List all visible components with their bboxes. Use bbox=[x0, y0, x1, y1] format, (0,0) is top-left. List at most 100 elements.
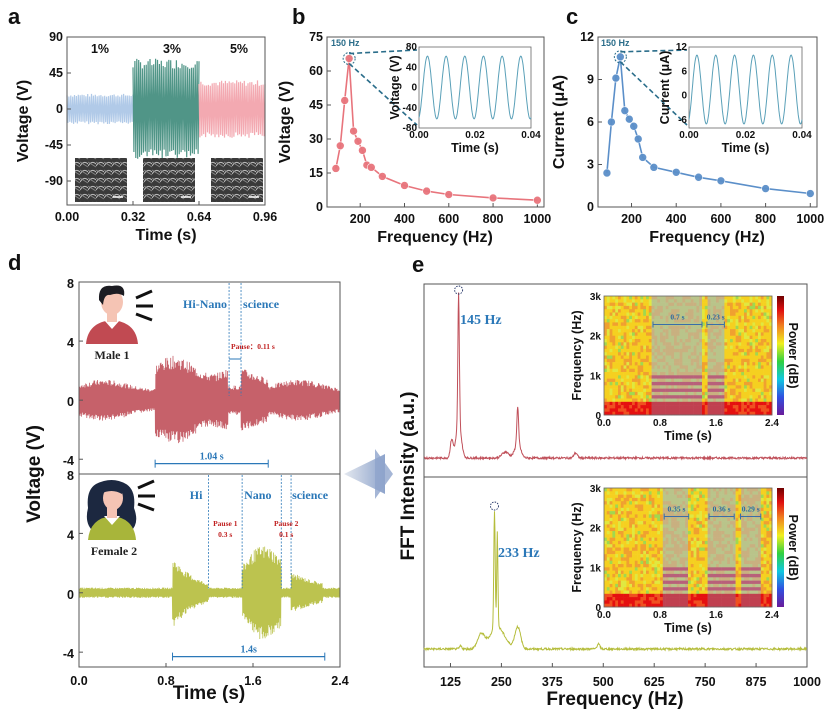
spectrogram-cell bbox=[727, 540, 731, 545]
spectrogram-cell bbox=[746, 362, 750, 366]
spectrogram-cell bbox=[713, 296, 717, 300]
spectrogram-cell bbox=[668, 332, 672, 337]
spectrogram-cell bbox=[721, 547, 725, 552]
spectrogram-cell bbox=[674, 557, 678, 562]
spectrogram-cell bbox=[654, 494, 658, 499]
spectrogram-cell bbox=[716, 600, 720, 605]
spectrogram-cell bbox=[676, 332, 680, 337]
spectrogram-cell bbox=[609, 507, 613, 512]
spectrogram-cell bbox=[727, 339, 731, 343]
spectrogram-cell bbox=[634, 395, 638, 399]
spectrogram-cell bbox=[766, 531, 770, 535]
spectrogram-cell bbox=[626, 398, 630, 403]
spectrogram-cell bbox=[721, 345, 725, 350]
sem-image-2 bbox=[143, 158, 195, 202]
spectrogram-cell bbox=[707, 332, 711, 337]
spectrogram-cell bbox=[668, 355, 672, 360]
spectrogram-cell bbox=[674, 398, 678, 403]
spectrogram-cell bbox=[685, 385, 689, 389]
spectrogram-cell bbox=[760, 514, 764, 519]
spectrogram-cell bbox=[654, 540, 658, 545]
spectrogram-cell bbox=[668, 296, 672, 300]
spectrogram-cell bbox=[640, 504, 644, 509]
spectrogram-cell bbox=[682, 587, 686, 591]
spectrogram-cell bbox=[671, 315, 675, 320]
spectrogram-cell bbox=[620, 339, 624, 343]
spectrogram-cell bbox=[766, 395, 770, 399]
y-tick-label: 75 bbox=[309, 30, 323, 44]
spectrogram-cell bbox=[665, 527, 669, 532]
spectrogram-cell bbox=[749, 524, 753, 529]
spectrogram-cell bbox=[769, 577, 773, 581]
spectrogram-cell bbox=[657, 352, 661, 356]
spectrogram-cell bbox=[716, 554, 720, 558]
spectrogram-cell bbox=[707, 352, 711, 356]
spectrogram-cell bbox=[609, 593, 613, 598]
spectrogram-cell bbox=[618, 385, 622, 389]
spectrogram-cell bbox=[766, 358, 770, 363]
spectrogram-cell bbox=[710, 352, 714, 356]
spectrogram-cell bbox=[713, 312, 717, 317]
spectrogram-cell bbox=[752, 511, 756, 515]
spectrogram-cell bbox=[668, 547, 672, 552]
spectrogram-cell bbox=[732, 305, 736, 310]
spectrogram-cell bbox=[724, 391, 728, 396]
spectrogram-cell bbox=[716, 521, 720, 525]
spectrogram-cell bbox=[679, 527, 683, 532]
spectrogram-cell bbox=[732, 590, 736, 595]
spectrogram-cell bbox=[646, 544, 650, 548]
spectrogram-cell bbox=[637, 368, 641, 373]
spectrogram-cell bbox=[632, 358, 636, 363]
spectrogram-cell bbox=[606, 494, 610, 499]
spectrogram-cell bbox=[623, 577, 627, 581]
inset-y-tick-label: 0 bbox=[681, 91, 687, 102]
spectrogram-cell bbox=[707, 583, 711, 588]
spectrogram-cell bbox=[637, 405, 641, 409]
spectrogram-cell bbox=[679, 358, 683, 363]
spectrogram-cell bbox=[749, 517, 753, 522]
spectrogram-cell bbox=[676, 603, 680, 608]
spectrogram-cell bbox=[760, 348, 764, 353]
spectrogram-cell bbox=[620, 309, 624, 313]
spectrogram-cell bbox=[674, 544, 678, 548]
spectrogram-cell bbox=[660, 557, 664, 562]
spectrogram-cell bbox=[766, 507, 770, 512]
spectrogram-cell bbox=[693, 554, 697, 558]
spectrogram-cell bbox=[741, 597, 745, 601]
spectrogram-cell bbox=[606, 507, 610, 512]
spectrogram-cell bbox=[646, 335, 650, 340]
spectrogram-cell bbox=[746, 391, 750, 396]
data-point bbox=[624, 114, 634, 124]
spectrogram-cell bbox=[660, 345, 664, 350]
spectrogram-cell bbox=[721, 398, 725, 403]
spectrogram-cell bbox=[604, 580, 608, 585]
spectrogram-cell bbox=[693, 391, 697, 396]
spectrogram-cell bbox=[620, 398, 624, 403]
spectrogram-cell bbox=[749, 593, 753, 598]
spectrogram-cell bbox=[730, 322, 734, 327]
spectrogram-cell bbox=[702, 375, 706, 379]
spectrogram-cell bbox=[665, 603, 669, 608]
spectrogram-cell bbox=[640, 388, 644, 393]
spectrogram-cell bbox=[738, 540, 742, 545]
spectrogram-cell bbox=[766, 305, 770, 310]
spectrogram-cell bbox=[727, 557, 731, 562]
spectrogram-cell bbox=[648, 597, 652, 601]
spectrogram-cell bbox=[632, 527, 636, 532]
spectrogram-cell bbox=[643, 342, 647, 346]
spectrogram-cell bbox=[626, 570, 630, 575]
spectrogram-cell bbox=[646, 391, 650, 396]
spectrogram-cell bbox=[665, 577, 669, 581]
spectrogram-cell bbox=[699, 312, 703, 317]
spectrogram-cell bbox=[763, 365, 767, 370]
spectrogram-cell bbox=[685, 577, 689, 581]
spectrogram-cell bbox=[704, 339, 708, 343]
spectrogram-cell bbox=[632, 391, 636, 396]
spectrogram-cell bbox=[727, 365, 731, 370]
spectrogram-cell bbox=[716, 329, 720, 333]
spectrogram-cell bbox=[685, 332, 689, 337]
spectrogram-cell bbox=[724, 385, 728, 389]
spectrogram-cell bbox=[632, 497, 636, 502]
spectrogram-cell bbox=[730, 564, 734, 568]
spectrogram-cell bbox=[735, 365, 739, 370]
